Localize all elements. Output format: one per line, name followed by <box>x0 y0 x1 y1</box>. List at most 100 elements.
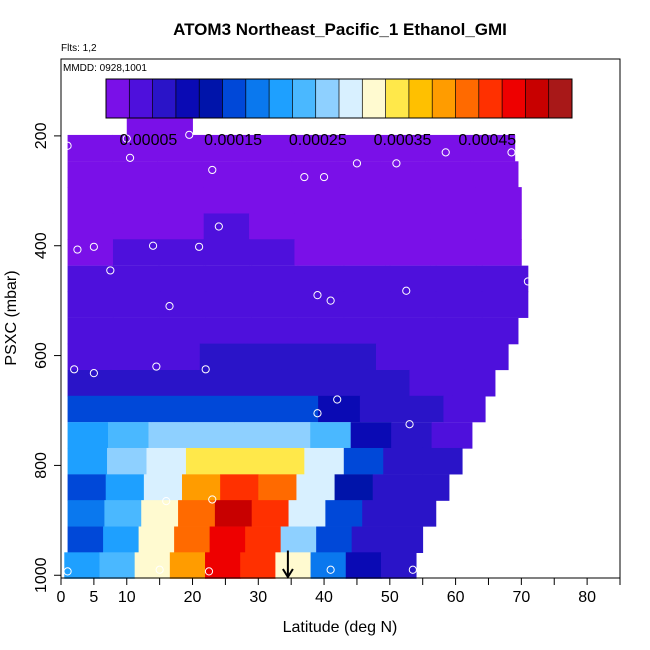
heatmap-cell <box>473 161 519 188</box>
colorbar-swatch <box>502 79 526 118</box>
heatmap-cell <box>304 447 345 475</box>
x-tick-label: 40 <box>315 589 333 606</box>
heatmap-cell <box>294 187 341 214</box>
colorbar-swatch <box>245 79 270 118</box>
sample-point <box>214 222 223 231</box>
heatmap-cell <box>112 239 159 266</box>
heatmap-cell <box>148 422 190 449</box>
y-tick-label: 600 <box>33 342 50 369</box>
sample-point <box>155 565 164 574</box>
heatmap-cell <box>112 187 159 214</box>
heatmap-cell <box>157 317 204 345</box>
x-tick-label: 80 <box>578 589 596 606</box>
heatmap-cell <box>203 213 250 240</box>
heatmap-cell <box>245 526 282 553</box>
sample-point <box>63 567 72 576</box>
heatmap-cell <box>292 317 339 345</box>
heatmap-cell <box>475 213 522 240</box>
heatmap-cell <box>335 134 382 162</box>
heatmap-cell <box>243 343 289 371</box>
heatmap-cell <box>291 134 337 162</box>
heatmap-cell <box>111 343 157 371</box>
y-tick-label: 400 <box>33 232 50 259</box>
heatmap-cell <box>296 474 335 501</box>
x-tick-label: 50 <box>381 589 399 606</box>
colorbar-swatch <box>362 79 386 118</box>
heatmap-cell <box>157 161 204 188</box>
heatmap-cell <box>201 134 247 162</box>
sample-point <box>201 365 210 374</box>
sample-point <box>326 565 335 574</box>
heatmap-cell <box>247 161 294 188</box>
colorbar-swatch <box>129 79 153 118</box>
chart-title: ATOM3 Northeast_Pacific_1 Ethanol_GMI <box>173 20 507 39</box>
colorbar-swatch <box>315 79 340 118</box>
heatmap-cell <box>67 500 105 527</box>
heatmap-cell <box>331 343 377 371</box>
colorbar-swatch <box>199 79 223 118</box>
heatmap-cell <box>452 369 496 397</box>
sample-point <box>185 130 194 139</box>
x-tick-label: 10 <box>118 589 136 606</box>
y-axis: 200 400 600 800 1000 <box>33 122 61 593</box>
heatmap-cell <box>287 343 333 371</box>
colorbar-swatch <box>269 79 293 118</box>
heatmap-cell <box>380 134 426 162</box>
heatmap-cell <box>205 265 253 293</box>
flights-subtitle: Flts: 1,2 <box>61 43 97 54</box>
heatmap-cell <box>385 213 431 240</box>
x-tick-label: 5 <box>89 589 98 606</box>
heatmap-cell <box>431 422 473 449</box>
heatmap-cell <box>399 500 437 527</box>
colorbar-swatch <box>408 79 433 118</box>
heatmap-cell <box>427 317 474 345</box>
colorbar-swatch <box>385 79 410 118</box>
heatmap-cell <box>464 343 509 371</box>
heatmap-cell <box>146 447 187 475</box>
heatmap-cell <box>339 213 386 240</box>
heatmap-cell <box>67 474 107 501</box>
heatmap-cell <box>203 187 250 214</box>
heatmap-cell <box>475 239 522 266</box>
heatmap-cell <box>249 213 295 240</box>
heatmap-cell <box>297 265 345 293</box>
heatmap-cell <box>430 239 477 266</box>
arrow-head <box>282 568 294 579</box>
heatmap-cell <box>372 474 412 501</box>
sample-point <box>402 286 411 295</box>
dates-subtitle: MMDD: 0928,1001 <box>63 63 147 74</box>
heatmap-cell <box>159 291 207 318</box>
x-tick-label: 60 <box>447 589 465 606</box>
heatmap-cell <box>143 474 183 501</box>
heatmap-cell <box>345 552 382 579</box>
heatmap-cell <box>430 213 477 240</box>
sample-points <box>63 130 533 576</box>
heatmap-cell <box>103 526 140 553</box>
heatmap-cell <box>110 369 154 397</box>
heatmap-cell <box>158 187 205 214</box>
sample-point <box>405 420 414 429</box>
heatmap-cell <box>202 317 249 345</box>
sample-point <box>326 296 335 305</box>
sample-point <box>392 159 401 168</box>
colorbar-swatch <box>432 79 456 118</box>
heatmap-cell <box>240 552 276 579</box>
heatmap-cell <box>251 265 299 293</box>
colorbar-swatch <box>152 79 177 118</box>
heatmap-cell <box>350 422 392 449</box>
heatmap-cell <box>343 447 384 475</box>
heatmap-cell <box>281 369 325 397</box>
heatmap-cell <box>382 161 429 188</box>
heatmap-cell <box>382 317 429 345</box>
heatmap-cell <box>343 265 391 293</box>
x-tick-label: 20 <box>184 589 202 606</box>
colorbar-tick-label: 0.00005 <box>119 132 177 149</box>
heatmap-cell <box>292 161 339 188</box>
heatmap-cell <box>157 134 203 162</box>
heatmap-cell <box>99 552 136 579</box>
heatmap-cell <box>67 213 114 240</box>
heatmap-cell <box>339 187 386 214</box>
heatmap-cell <box>249 187 295 214</box>
colorbar-swatch <box>106 79 130 118</box>
